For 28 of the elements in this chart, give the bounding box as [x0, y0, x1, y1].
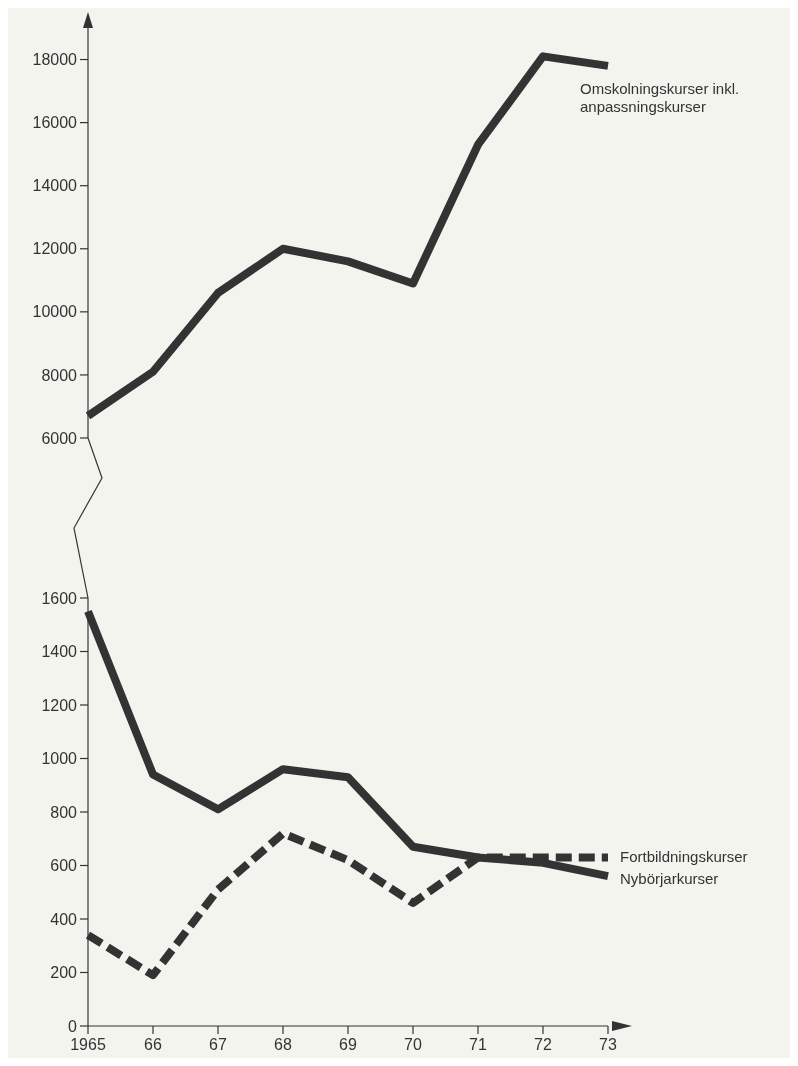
x-tick-label: 71 — [469, 1036, 487, 1053]
y-tick-label: 14000 — [32, 177, 78, 195]
y-tick-label: 12000 — [32, 240, 78, 258]
y-tick-label: 1600 — [41, 589, 78, 607]
x-tick-label: 73 — [599, 1036, 617, 1053]
series-label: Omskolningskurser inkl. anpassningskurser — [580, 79, 740, 115]
x-tick-label: 67 — [209, 1036, 227, 1053]
y-tick-label: 1000 — [41, 750, 78, 768]
y-tick-label: 10000 — [32, 303, 78, 321]
y-tick-label: 1400 — [41, 643, 78, 661]
series-label: Fortbildningskurser — [620, 848, 748, 866]
y-tick-label: 6000 — [41, 429, 78, 447]
y-tick-label: 600 — [50, 857, 78, 875]
y-tick-label: 1200 — [41, 696, 78, 714]
x-tick-label: 70 — [404, 1036, 422, 1053]
series-label: Nybörjarkurser — [620, 870, 719, 888]
x-tick-label: 68 — [274, 1036, 292, 1053]
y-tick-label: 400 — [50, 910, 78, 928]
y-tick-label: 16000 — [32, 114, 78, 132]
x-tick-label: 69 — [339, 1036, 357, 1053]
x-tick-label: 72 — [534, 1036, 552, 1053]
x-tick-label: 1965 — [70, 1036, 106, 1053]
y-tick-label: 0 — [68, 1017, 78, 1035]
x-tick-label: 66 — [144, 1036, 162, 1053]
y-tick-label: 800 — [50, 803, 78, 821]
y-tick-label: 18000 — [32, 51, 78, 69]
y-tick-label: 200 — [50, 964, 78, 982]
y-tick-label: 8000 — [41, 366, 78, 384]
